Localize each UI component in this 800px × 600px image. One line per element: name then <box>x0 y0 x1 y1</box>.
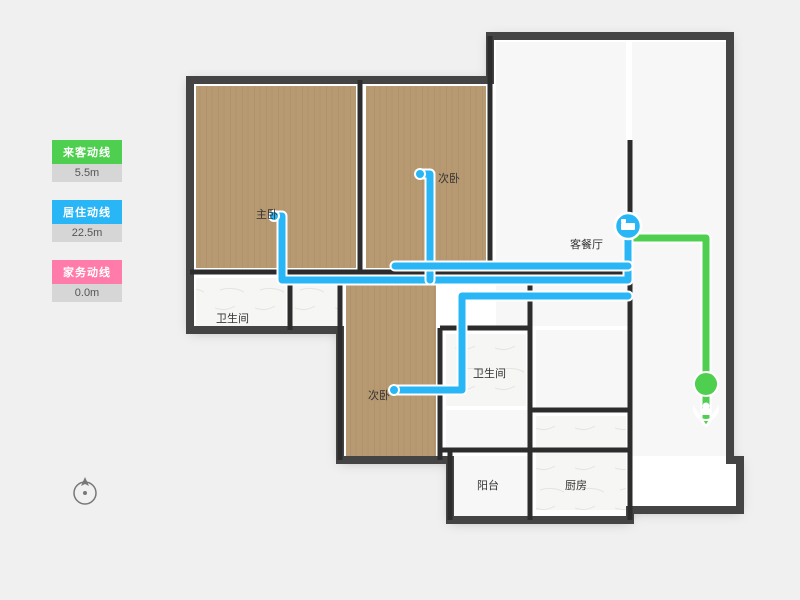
room-label: 卫生间 <box>216 310 249 326</box>
legend-chores-value: 0.0m <box>52 284 122 302</box>
room-label: 阳台 <box>477 477 499 493</box>
floorplan-diagram: 主卧次卧客餐厅卫生间次卧卫生间阳台厨房 <box>170 20 770 580</box>
legend-live-value: 22.5m <box>52 224 122 242</box>
route-legend: 来客动线 5.5m 居住动线 22.5m 家务动线 0.0m <box>52 140 122 320</box>
room-label: 客餐厅 <box>570 236 603 252</box>
room-label: 主卧 <box>256 206 278 222</box>
room-label: 卫生间 <box>473 365 506 381</box>
room-label: 次卧 <box>368 387 390 403</box>
legend-live: 居住动线 22.5m <box>52 200 122 242</box>
room-label: 次卧 <box>438 170 460 186</box>
legend-guest-label: 来客动线 <box>52 140 122 164</box>
legend-guest-value: 5.5m <box>52 164 122 182</box>
legend-live-label: 居住动线 <box>52 200 122 224</box>
legend-chores-label: 家务动线 <box>52 260 122 284</box>
room-label: 厨房 <box>565 477 587 493</box>
legend-chores: 家务动线 0.0m <box>52 260 122 302</box>
legend-guest: 来客动线 5.5m <box>52 140 122 182</box>
compass-icon <box>68 473 102 507</box>
